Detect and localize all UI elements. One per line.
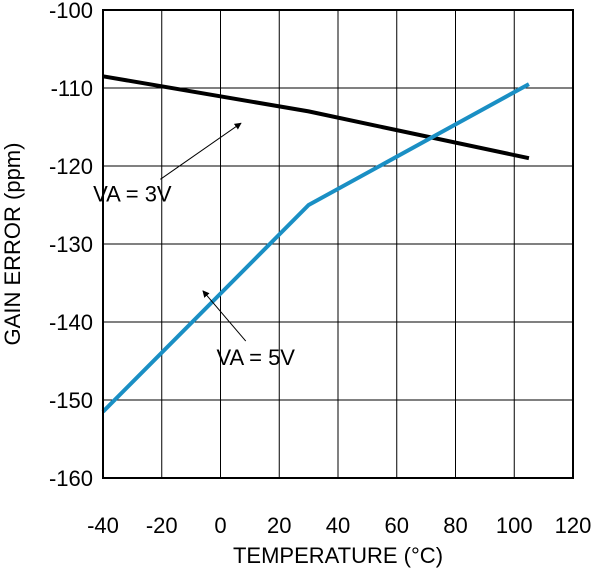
x-tick-labels: -40 -20 0 20 40 60 80 100 120	[87, 513, 591, 538]
y-tick-label: -140	[49, 310, 93, 335]
arrow-va-5v	[202, 290, 247, 342]
x-tick-label: 120	[555, 513, 592, 538]
annotation-va-3v: VA = 3V	[93, 181, 172, 206]
annotation-va-5v: VA = 5V	[217, 345, 296, 370]
y-tick-label: -110	[51, 76, 93, 101]
x-tick-label: -40	[87, 513, 119, 538]
y-tick-label: -120	[49, 154, 93, 179]
y-tick-label: -160	[49, 466, 93, 491]
y-tick-label: -150	[49, 388, 93, 413]
series-lines	[101, 74, 530, 414]
y-tick-labels: -100 -110 -120 -130 -140 -150 -160	[49, 0, 93, 491]
series-line-va-3v	[102, 74, 530, 161]
annotations: VA = 3V VA = 5V	[93, 122, 296, 370]
arrow-va-3v	[160, 122, 242, 180]
x-tick-label: 80	[443, 513, 467, 538]
y-tick-label: -100	[49, 0, 93, 23]
grid-lines	[102, 9, 574, 479]
series-line-va-5v	[101, 82, 530, 414]
x-tick-label: 20	[267, 513, 291, 538]
plot-frame	[102, 9, 574, 479]
y-axis-label: GAIN ERROR (ppm)	[0, 143, 25, 346]
x-tick-label: 100	[496, 513, 533, 538]
y-tick-label: -130	[49, 232, 93, 257]
x-tick-label: 0	[214, 513, 226, 538]
x-axis-label: TEMPERATURE (°C)	[233, 543, 443, 568]
x-tick-label: 60	[385, 513, 409, 538]
x-tick-label: 40	[326, 513, 350, 538]
x-tick-label: -20	[146, 513, 178, 538]
plot-border	[102, 9, 574, 479]
